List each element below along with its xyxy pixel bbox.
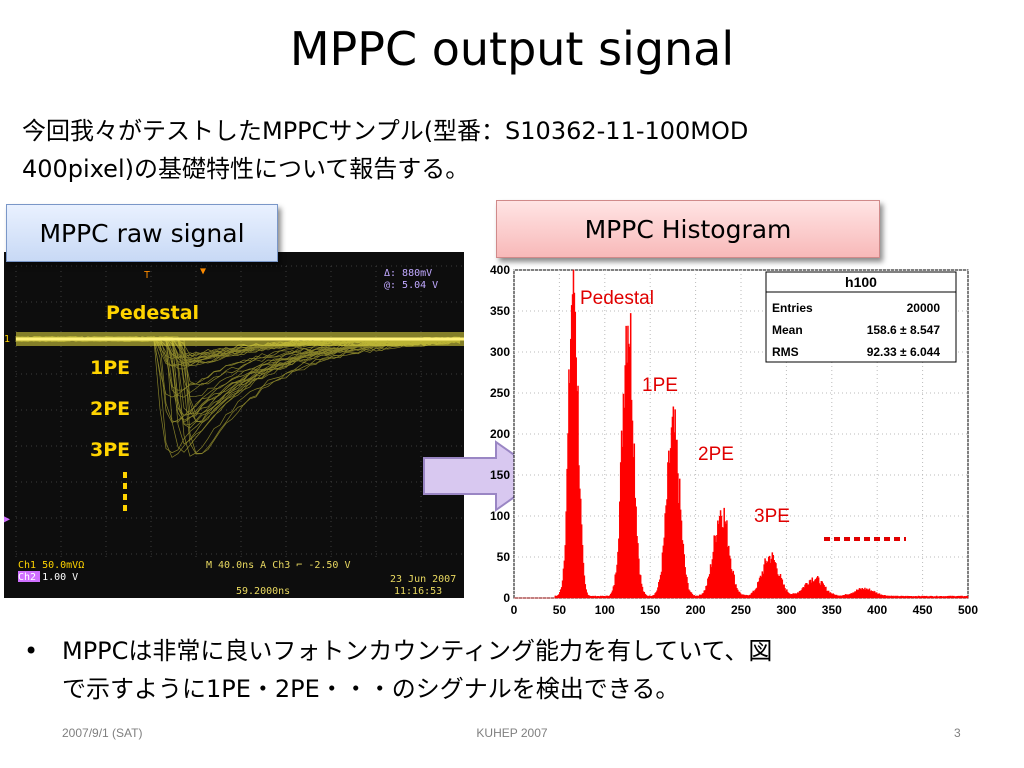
- raw-signal-label: MPPC raw signal: [6, 204, 278, 262]
- scope-2pe-label: 2PE: [90, 398, 130, 420]
- scope-3pe-label: 3PE: [90, 439, 130, 461]
- bullet-line-1: MPPCは非常に良いフォトンカウンティング能力を有していて、図: [62, 637, 773, 665]
- x-tick-label: 0: [511, 603, 518, 617]
- oscilloscope-display: T ▼ Δ: 880mV @: 5.04 V 1 ▶ Pedestal 1PE …: [4, 265, 464, 598]
- histogram-label: MPPC Histogram: [496, 200, 880, 258]
- ch2-scale: Ch2 1.00 V: [18, 572, 78, 583]
- time-division: M 40.0ns A Ch3 ⌐ -2.50 V: [206, 560, 351, 571]
- bullet-line-2: で示すように1PE・2PE・・・のシグナルを検出できる。: [62, 675, 680, 703]
- x-tick-label: 200: [686, 603, 706, 617]
- scope-1pe-label: 1PE: [90, 357, 130, 379]
- y-tick-label: 300: [490, 345, 510, 359]
- y-tick-label: 400: [490, 263, 510, 277]
- ch1-marker-icon: 1: [4, 334, 10, 345]
- y-tick-label: 350: [490, 304, 510, 318]
- trigger-marker-icon: T: [144, 270, 150, 281]
- trigger-position: 59.2000ns: [236, 586, 290, 597]
- histogram-bars: [514, 269, 969, 599]
- hist-pedestal-label: Pedestal: [580, 288, 654, 309]
- x-tick-label: 450: [913, 603, 933, 617]
- stats-box: h100 Entries 20000 Mean 158.6 ± 8.547 RM…: [765, 271, 957, 363]
- x-tick-label: 500: [958, 603, 978, 617]
- stats-rms-label: RMS: [772, 345, 799, 359]
- hist-1pe-label: 1PE: [642, 375, 678, 396]
- stats-rms-value: 92.33 ± 6.044: [867, 345, 941, 359]
- footer-center: KUHEP 2007: [476, 726, 548, 740]
- x-tick-label: 250: [731, 603, 751, 617]
- y-tick-label: 100: [490, 509, 510, 523]
- histogram-chart: 0 50 100 150 200 250 300 350 400 450 500 0 50 100 150 2…: [470, 258, 990, 620]
- histogram-plot: 0 50 100 150 200 250 300 350 400 450 500 0 50 100 150 2…: [490, 263, 978, 617]
- hist-3pe-label: 3PE: [754, 506, 790, 527]
- y-tick-label: 0: [503, 591, 510, 605]
- y-tick-label: 200: [490, 427, 510, 441]
- oscilloscope-screenshot: T ▼ Δ: 880mV @: 5.04 V 1 ▶ Pedestal 1PE …: [4, 252, 464, 598]
- y-tick-label: 150: [490, 468, 510, 482]
- intro-text: 今回我々がテストしたMPPCサンプル(型番：S10362-11-100MOD 4…: [22, 112, 982, 188]
- intro-line-1: 今回我々がテストしたMPPCサンプル(型番：S10362-11-100MOD: [22, 117, 749, 145]
- readout-at: @: 5.04 V: [384, 280, 438, 291]
- footer-date: 2007/9/1 (SAT): [62, 726, 143, 740]
- slide-title: MPPC output signal: [289, 22, 735, 76]
- x-tick-label: 150: [640, 603, 660, 617]
- trigger-arrow-icon: ▼: [200, 266, 206, 277]
- scope-pedestal-label: Pedestal: [106, 302, 199, 324]
- stats-mean-label: Mean: [772, 323, 803, 337]
- intro-line-2: 400pixel)の基礎特性について報告する。: [22, 155, 470, 183]
- ch1-scale: Ch1 50.0mVΩ: [18, 560, 84, 571]
- y-tick-label: 250: [490, 386, 510, 400]
- x-tick-label: 400: [867, 603, 887, 617]
- stats-entries-label: Entries: [772, 301, 813, 315]
- scope-date: 23 Jun 2007: [390, 574, 456, 585]
- ch2-marker-icon: ▶: [4, 514, 10, 525]
- stats-mean-value: 158.6 ± 8.547: [867, 323, 941, 337]
- page-number: 3: [954, 726, 961, 740]
- bullet-icon: •: [24, 637, 39, 665]
- x-tick-label: 350: [822, 603, 842, 617]
- readout-delta: Δ: 880mV: [384, 268, 432, 279]
- scope-time: 11:16:53: [394, 586, 442, 597]
- hist-2pe-label: 2PE: [698, 444, 734, 465]
- x-tick-label: 100: [595, 603, 615, 617]
- stats-entries-value: 20000: [907, 301, 941, 315]
- y-tick-label: 50: [497, 550, 511, 564]
- x-tick-label: 300: [776, 603, 796, 617]
- stats-title: h100: [845, 274, 877, 290]
- x-tick-label: 50: [553, 603, 567, 617]
